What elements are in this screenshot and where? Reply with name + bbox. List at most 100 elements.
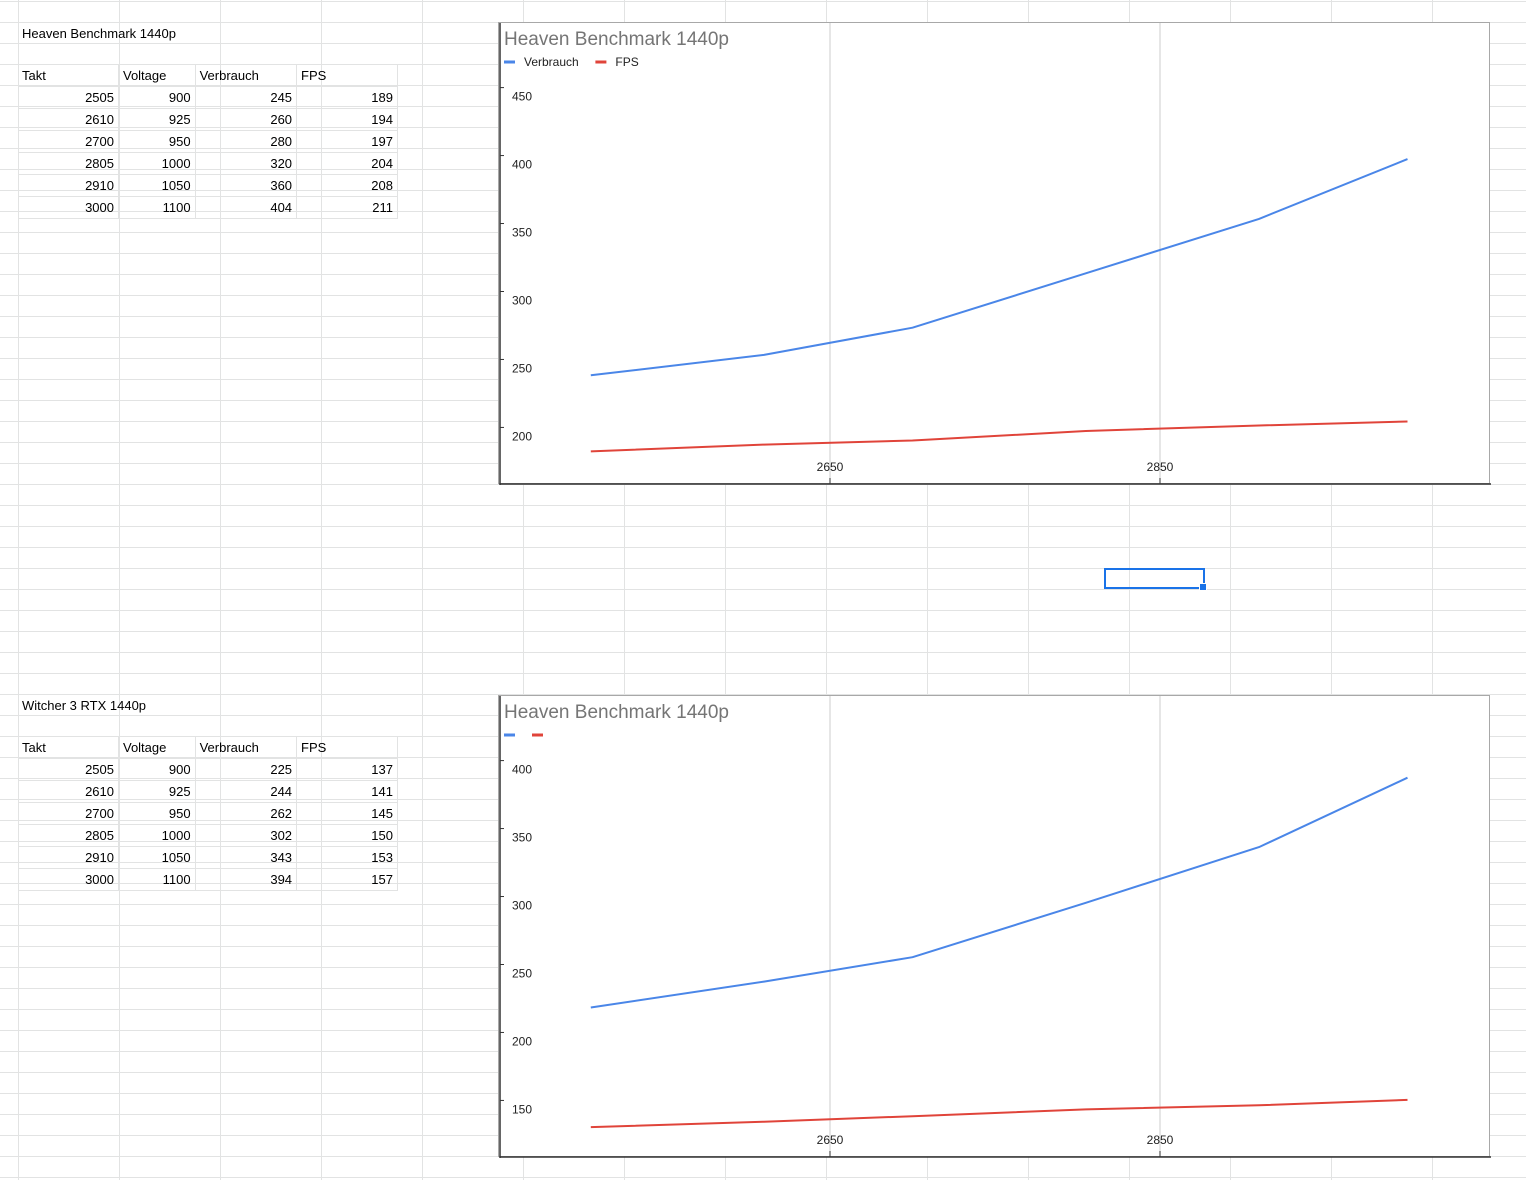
table-cell[interactable]: 925	[118, 780, 196, 803]
table-cell[interactable]: 1100	[118, 196, 196, 219]
table-cell[interactable]: 211	[296, 196, 398, 219]
y-tick-label: 300	[512, 293, 532, 307]
table-row: 3000 1100 394 157	[18, 868, 398, 891]
x-tick-label: 2650	[817, 460, 844, 474]
table-cell[interactable]: 150	[296, 824, 398, 847]
table-cell[interactable]: 244	[195, 780, 298, 803]
table-cell[interactable]: 194	[296, 108, 398, 131]
table-cell[interactable]: 343	[195, 846, 298, 869]
table-body: 2505 900 245 189 2610 925 260 194 2700 950 280 197 2…	[18, 86, 398, 219]
header-cell[interactable]: Takt	[18, 65, 119, 87]
table-cell[interactable]: 302	[195, 824, 298, 847]
table-cell[interactable]: 145	[296, 802, 398, 825]
header-row: Takt Voltage Verbrauch FPS	[18, 737, 398, 759]
table-cell[interactable]: 2805	[18, 824, 119, 847]
fill-handle[interactable]	[1199, 583, 1207, 591]
data-table: Takt Voltage Verbrauch FPS 2505 900 225 137…	[18, 737, 398, 891]
table-cell[interactable]: 1050	[118, 174, 196, 197]
table-cell[interactable]: 360	[195, 174, 298, 197]
y-tick-label: 400	[512, 763, 532, 777]
y-tick-label: 300	[512, 899, 532, 913]
table-cell[interactable]: 320	[195, 152, 298, 175]
table-cell[interactable]: 280	[195, 130, 298, 153]
table-cell[interactable]: 260	[195, 108, 298, 131]
legend-label: Verbrauch	[524, 55, 579, 69]
table-cell[interactable]: 2910	[18, 174, 119, 197]
table-row: 2700 950 280 197	[18, 130, 398, 153]
table-cell[interactable]: 2610	[18, 108, 119, 131]
table-row: 3000 1100 404 211	[18, 196, 398, 219]
series-line	[590, 420, 1408, 453]
chart-heaven[interactable]: Heaven Benchmark 1440p Verbrauch FPS 200 250…	[498, 22, 1491, 485]
block-title[interactable]: Heaven Benchmark 1440p	[22, 26, 176, 41]
table-cell[interactable]: 3000	[18, 196, 119, 219]
legend-label: FPS	[615, 55, 638, 69]
table-cell[interactable]: 2805	[18, 152, 119, 175]
table-body: 2505 900 225 137 2610 925 244 141 2700 950 262 145 2…	[18, 758, 398, 891]
y-tick-label: 250	[512, 361, 532, 375]
table-cell[interactable]: 208	[296, 174, 398, 197]
header-cell[interactable]: FPS	[296, 65, 398, 87]
table-cell[interactable]: 189	[296, 86, 398, 109]
table-cell[interactable]: 204	[296, 152, 398, 175]
selected-cell[interactable]	[1104, 568, 1207, 591]
table-cell[interactable]: 950	[118, 130, 196, 153]
chart-witcher[interactable]: Heaven Benchmark 1440p 150 200 250 300 350 400…	[498, 695, 1491, 1158]
table-cell[interactable]: 137	[296, 758, 398, 781]
y-tick-label: 400	[512, 158, 532, 172]
chart-title: Heaven Benchmark 1440p	[504, 29, 729, 50]
table-cell[interactable]: 900	[118, 758, 196, 781]
header-cell[interactable]: Voltage	[118, 65, 196, 87]
table-cell[interactable]: 3000	[18, 868, 119, 891]
table-row: 2610 925 244 141	[18, 780, 398, 803]
header-cell[interactable]: Verbrauch	[195, 737, 298, 759]
table-cell[interactable]: 1000	[118, 824, 196, 847]
y-tick-label: 350	[512, 831, 532, 845]
table-cell[interactable]: 1100	[118, 868, 196, 891]
y-tick-label: 150	[512, 1102, 532, 1116]
table-cell[interactable]: 2610	[18, 780, 119, 803]
x-tick-label: 2650	[817, 1133, 844, 1147]
data-table: Takt Voltage Verbrauch FPS 2505 900 245 189…	[18, 65, 398, 219]
header-cell[interactable]: Takt	[18, 737, 119, 759]
x-tick-label: 2850	[1147, 1133, 1174, 1147]
table-cell[interactable]: 1000	[118, 152, 196, 175]
table-cell[interactable]: 925	[118, 108, 196, 131]
series-line	[590, 776, 1408, 1009]
table-cell[interactable]: 141	[296, 780, 398, 803]
header-cell[interactable]: Voltage	[118, 737, 196, 759]
chart-title: Heaven Benchmark 1440p	[504, 702, 729, 723]
table-row: 2505 900 225 137	[18, 758, 398, 781]
table-cell[interactable]: 950	[118, 802, 196, 825]
table-cell[interactable]: 157	[296, 868, 398, 891]
y-tick-label: 250	[512, 966, 532, 980]
table-cell[interactable]: 262	[195, 802, 298, 825]
table-cell[interactable]: 197	[296, 130, 398, 153]
table-cell[interactable]: 2505	[18, 758, 119, 781]
table-cell[interactable]: 2910	[18, 846, 119, 869]
table-row: 2505 900 245 189	[18, 86, 398, 109]
table-cell[interactable]: 153	[296, 846, 398, 869]
x-tick-label: 2850	[1147, 460, 1174, 474]
y-tick-label: 450	[512, 90, 532, 104]
table-cell[interactable]: 225	[195, 758, 298, 781]
table-cell[interactable]: 404	[195, 196, 298, 219]
table-cell[interactable]: 1050	[118, 846, 196, 869]
table-row: 2910 1050 343 153	[18, 846, 398, 869]
chart-svg: Heaven Benchmark 1440p 150 200 250 300 350 400…	[499, 696, 1491, 1158]
table-cell[interactable]: 900	[118, 86, 196, 109]
series-line	[590, 1098, 1408, 1129]
table-cell[interactable]: 394	[195, 868, 298, 891]
table-row: 2805 1000 320 204	[18, 152, 398, 175]
table-cell[interactable]: 2700	[18, 802, 119, 825]
table-row: 2610 925 260 194	[18, 108, 398, 131]
y-tick-label: 350	[512, 226, 532, 240]
table-cell[interactable]: 245	[195, 86, 298, 109]
table-cell[interactable]: 2505	[18, 86, 119, 109]
block-title[interactable]: Witcher 3 RTX 1440p	[22, 698, 147, 713]
header-cell[interactable]: FPS	[296, 737, 398, 759]
table-cell[interactable]: 2700	[18, 130, 119, 153]
y-tick-label: 200	[512, 1034, 532, 1048]
header-cell[interactable]: Verbrauch	[195, 65, 298, 87]
y-tick-label: 200	[512, 429, 532, 443]
